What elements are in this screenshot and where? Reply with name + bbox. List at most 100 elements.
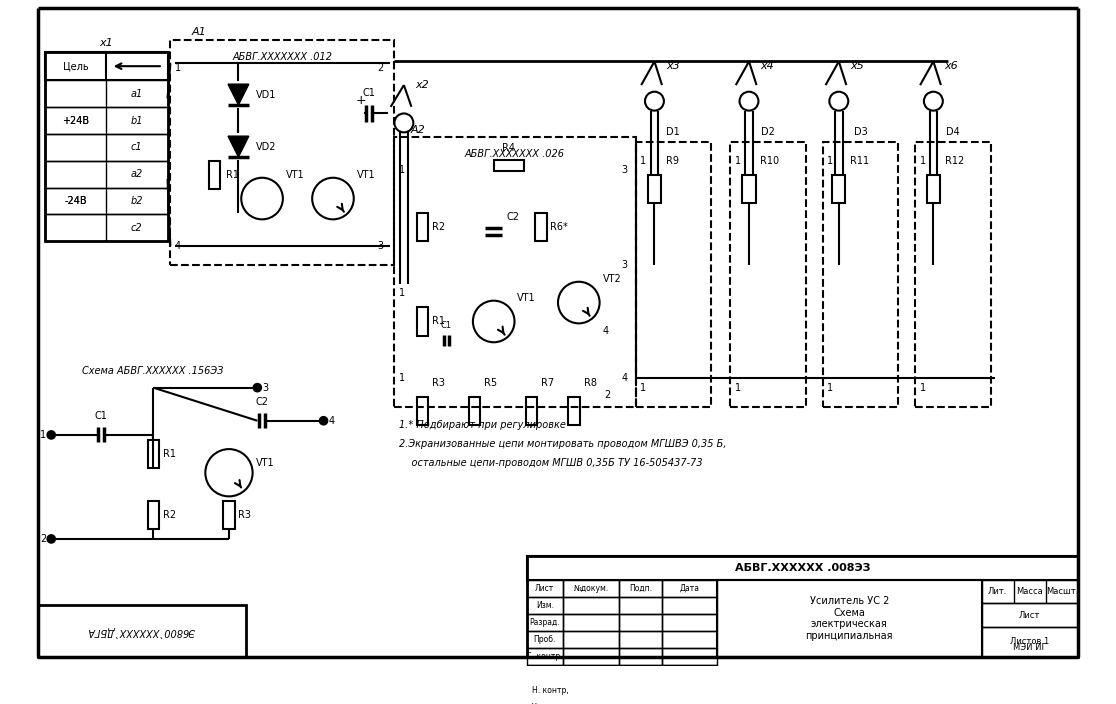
Bar — [562, 648, 619, 665]
Circle shape — [394, 113, 413, 132]
Bar — [619, 614, 662, 631]
Text: R2: R2 — [432, 222, 445, 232]
Text: 1: 1 — [641, 383, 646, 393]
Bar — [562, 579, 619, 596]
Circle shape — [320, 417, 327, 425]
Circle shape — [312, 177, 354, 220]
Text: -24В: -24В — [64, 196, 87, 206]
Bar — [45, 161, 167, 187]
Text: D4: D4 — [946, 127, 960, 137]
Bar — [223, 501, 234, 529]
Text: 4: 4 — [175, 241, 181, 251]
Text: R10: R10 — [760, 156, 779, 165]
Text: R2: R2 — [163, 510, 176, 520]
Text: Проб.: Проб. — [533, 634, 556, 643]
Text: D3: D3 — [854, 127, 867, 137]
Circle shape — [205, 449, 252, 496]
Text: R1: R1 — [227, 170, 239, 180]
Bar — [417, 307, 429, 336]
Bar — [662, 614, 716, 631]
Text: +24В: +24В — [61, 115, 89, 125]
Text: Н. контр,: Н. контр, — [531, 686, 568, 695]
Text: х2: х2 — [415, 80, 429, 90]
Bar — [619, 596, 662, 614]
Bar — [742, 175, 756, 203]
Text: c2: c2 — [131, 222, 143, 233]
Bar — [526, 397, 537, 425]
Text: R3: R3 — [239, 510, 251, 520]
Text: АБВГ.XXXXXX .008ЭЗ: АБВГ.XXXXXX .008ЭЗ — [734, 562, 870, 573]
Bar — [417, 397, 429, 425]
Text: Лист: Лист — [1019, 610, 1040, 620]
Text: Подп.: Подп. — [629, 584, 652, 593]
Text: 1: 1 — [40, 430, 47, 440]
Bar — [209, 161, 221, 189]
Text: 1: 1 — [398, 373, 405, 383]
Text: №докум.: №докум. — [574, 584, 608, 593]
Text: R11: R11 — [850, 156, 869, 165]
Text: b1: b1 — [131, 115, 143, 125]
Text: 1: 1 — [641, 156, 646, 165]
Bar — [45, 80, 167, 107]
Circle shape — [253, 384, 261, 391]
Text: R6*: R6* — [550, 222, 568, 232]
Text: Разрад.: Разрад. — [529, 617, 560, 627]
Bar — [527, 579, 562, 596]
Text: х6: х6 — [945, 61, 959, 71]
Circle shape — [645, 92, 664, 111]
Text: R7: R7 — [541, 378, 555, 388]
Text: АБВГ.ХХХХХХХ .012: АБВГ.ХХХХХХХ .012 — [232, 51, 333, 62]
Text: Лит.: Лит. — [988, 587, 1008, 596]
Text: VT1: VT1 — [518, 293, 536, 303]
Text: Листов 1: Листов 1 — [1010, 638, 1049, 646]
Bar — [619, 648, 662, 665]
Text: R8: R8 — [584, 378, 597, 388]
Bar — [536, 213, 547, 241]
Bar — [716, 579, 982, 657]
Text: Дата: Дата — [680, 584, 700, 593]
Bar — [822, 142, 898, 406]
Text: Масшт.: Масшт. — [1046, 587, 1078, 596]
Text: Усилитель УС 2
Схема
электрическая
принципиальная: Усилитель УС 2 Схема электрическая принц… — [806, 596, 893, 641]
Bar — [635, 142, 711, 406]
Text: VT1: VT1 — [357, 170, 375, 180]
Bar — [527, 556, 1078, 657]
Text: 1: 1 — [827, 156, 834, 165]
Bar — [527, 698, 716, 704]
Bar — [915, 142, 991, 406]
Text: 1: 1 — [920, 383, 926, 393]
Text: -24В: -24В — [64, 196, 87, 206]
Circle shape — [241, 177, 282, 220]
Bar — [45, 214, 167, 241]
Text: C2: C2 — [256, 397, 269, 407]
Bar — [562, 614, 619, 631]
Text: 2.Экранизованные цепи монтировать проводом МГШВЭ 0,35 Б,: 2.Экранизованные цепи монтировать провод… — [400, 439, 727, 449]
Bar — [926, 175, 940, 203]
Text: 1: 1 — [827, 383, 834, 393]
Bar — [982, 627, 1078, 657]
Bar — [662, 648, 716, 665]
Bar — [562, 631, 619, 648]
Circle shape — [48, 431, 55, 439]
Text: 1: 1 — [398, 288, 405, 298]
Text: +: + — [356, 94, 367, 107]
Text: Цель: Цель — [62, 61, 88, 71]
Circle shape — [473, 301, 514, 342]
Text: C1: C1 — [441, 321, 452, 329]
Bar — [527, 614, 562, 631]
Text: a2: a2 — [131, 169, 143, 179]
Text: 3: 3 — [622, 260, 627, 270]
Text: А1: А1 — [191, 27, 206, 37]
Text: 4: 4 — [328, 416, 335, 426]
Text: 4: 4 — [622, 373, 627, 383]
Text: Схема АБВГ.ХХХХХХ .156ЭЗ: Схема АБВГ.ХХХХХХ .156ЭЗ — [83, 365, 224, 376]
Bar — [647, 175, 661, 203]
Bar — [527, 681, 716, 698]
Bar — [147, 440, 158, 468]
Text: х4: х4 — [760, 61, 775, 71]
Bar — [662, 631, 716, 648]
Bar — [527, 631, 562, 648]
Bar — [38, 605, 246, 657]
Text: VD1: VD1 — [256, 89, 276, 99]
Text: Г. контр.: Г. контр. — [527, 652, 562, 660]
